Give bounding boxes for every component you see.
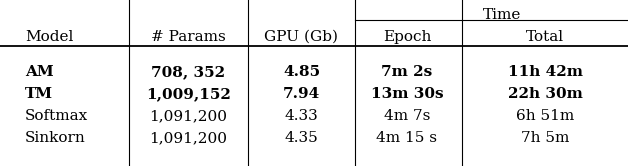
Text: AM: AM: [25, 65, 54, 79]
Text: 22h 30m: 22h 30m: [507, 87, 583, 101]
Text: Total: Total: [526, 30, 564, 44]
Text: Time: Time: [483, 8, 522, 22]
Text: 708, 352: 708, 352: [151, 65, 225, 79]
Text: 4.85: 4.85: [283, 65, 320, 79]
Text: 11h 42m: 11h 42m: [507, 65, 583, 79]
Text: Model: Model: [25, 30, 73, 44]
Text: 1,091,200: 1,091,200: [149, 109, 227, 123]
Text: 7.94: 7.94: [283, 87, 320, 101]
Text: 7h 5m: 7h 5m: [521, 131, 570, 145]
Text: 4m 15 s: 4m 15 s: [376, 131, 438, 145]
Text: 7m 2s: 7m 2s: [381, 65, 433, 79]
Text: TM: TM: [25, 87, 53, 101]
Text: Epoch: Epoch: [382, 30, 431, 44]
Text: GPU (Gb): GPU (Gb): [264, 30, 338, 44]
Text: # Params: # Params: [151, 30, 226, 44]
Text: 1,009,152: 1,009,152: [146, 87, 231, 101]
Text: 13m 30s: 13m 30s: [371, 87, 443, 101]
Text: Sinkorn: Sinkorn: [25, 131, 86, 145]
Text: Softmax: Softmax: [25, 109, 89, 123]
Text: 4.35: 4.35: [284, 131, 318, 145]
Text: 4.33: 4.33: [284, 109, 318, 123]
Text: 6h 51m: 6h 51m: [516, 109, 574, 123]
Text: 1,091,200: 1,091,200: [149, 131, 227, 145]
Text: 4m 7s: 4m 7s: [384, 109, 430, 123]
